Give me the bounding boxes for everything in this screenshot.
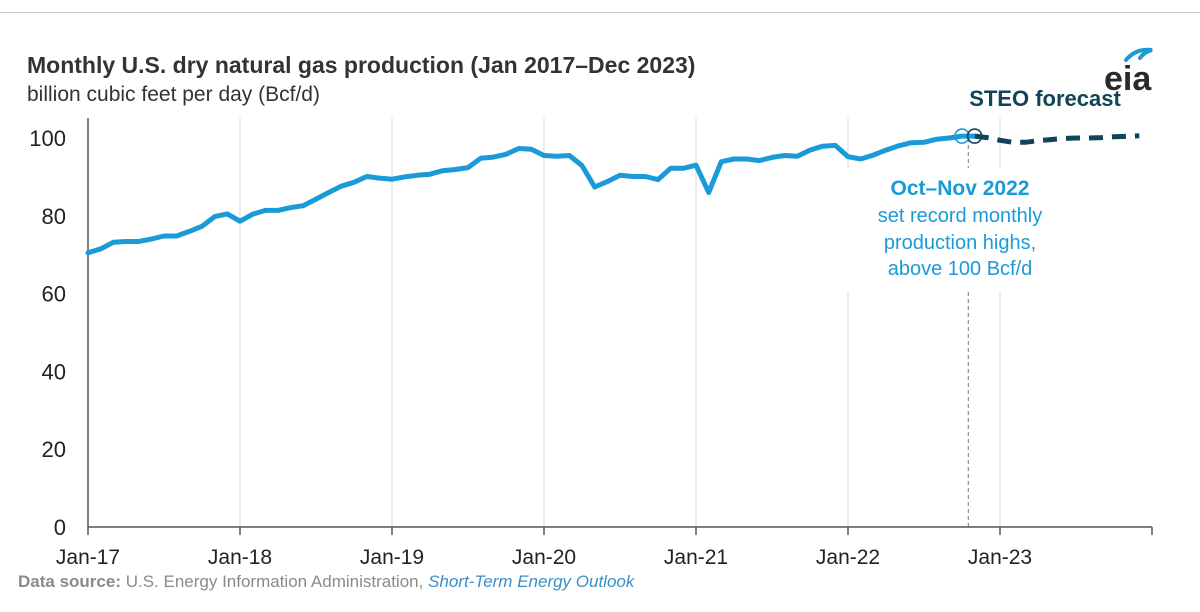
record-annotation-title: Oct–Nov 2022 xyxy=(891,177,1030,200)
data-source-label: Data source: xyxy=(18,572,121,591)
data-source: Data source: U.S. Energy Information Adm… xyxy=(18,572,634,592)
record-point-marker xyxy=(966,128,983,144)
annotation-background xyxy=(842,168,1078,292)
chart-title: Monthly U.S. dry natural gas production … xyxy=(27,52,696,78)
annotation-background-layer xyxy=(842,168,1078,292)
top-divider xyxy=(0,12,1200,13)
x-tick-label: Jan-18 xyxy=(208,546,272,569)
eia-logo: eia xyxy=(1104,47,1153,96)
axis-layer: Jan-17 Jan-18 Jan-19 Jan-20 Jan-21 Jan-22 Jan-… xyxy=(29,118,1153,569)
forecast-series-line xyxy=(974,133,1140,145)
record-point-marker xyxy=(954,128,970,144)
steo-link[interactable]: Short-Term Energy Outlook xyxy=(428,572,635,591)
eia-logo-swoosh xyxy=(1124,47,1153,62)
x-tick-label: Jan-17 xyxy=(56,546,120,569)
x-tick-label: Jan-22 xyxy=(816,546,880,569)
y-tick-label: 0 xyxy=(54,515,66,540)
forecast-label: STEO forecast xyxy=(969,86,1121,111)
y-tick-label: 40 xyxy=(42,359,66,384)
x-tick-label: Jan-23 xyxy=(968,546,1032,569)
x-tick-label: Jan-20 xyxy=(512,546,576,569)
record-annotation-line: above 100 Bcf/d xyxy=(888,258,1033,280)
x-tick-label: Jan-21 xyxy=(664,546,728,569)
y-tick-label: 80 xyxy=(42,204,66,229)
annotation-text-layer: STEO forecast Oct–Nov 2022 set record mo… xyxy=(878,86,1122,280)
y-tick-label: 20 xyxy=(42,437,66,462)
historical-series-line xyxy=(85,133,978,256)
highlight-point-layer xyxy=(954,128,983,144)
x-tick-label: Jan-19 xyxy=(360,546,424,569)
record-annotation-line: production highs, xyxy=(884,232,1036,254)
y-tick-label: 100 xyxy=(29,126,66,151)
chart-subtitle: billion cubic feet per day (Bcf/d) xyxy=(27,83,320,106)
series-layer xyxy=(85,133,1140,256)
y-tick-label: 60 xyxy=(42,282,66,307)
data-source-text: U.S. Energy Information Administration, xyxy=(120,572,429,591)
record-annotation-line: set record monthly xyxy=(878,205,1043,227)
eia-logo-text: eia xyxy=(1104,60,1152,96)
